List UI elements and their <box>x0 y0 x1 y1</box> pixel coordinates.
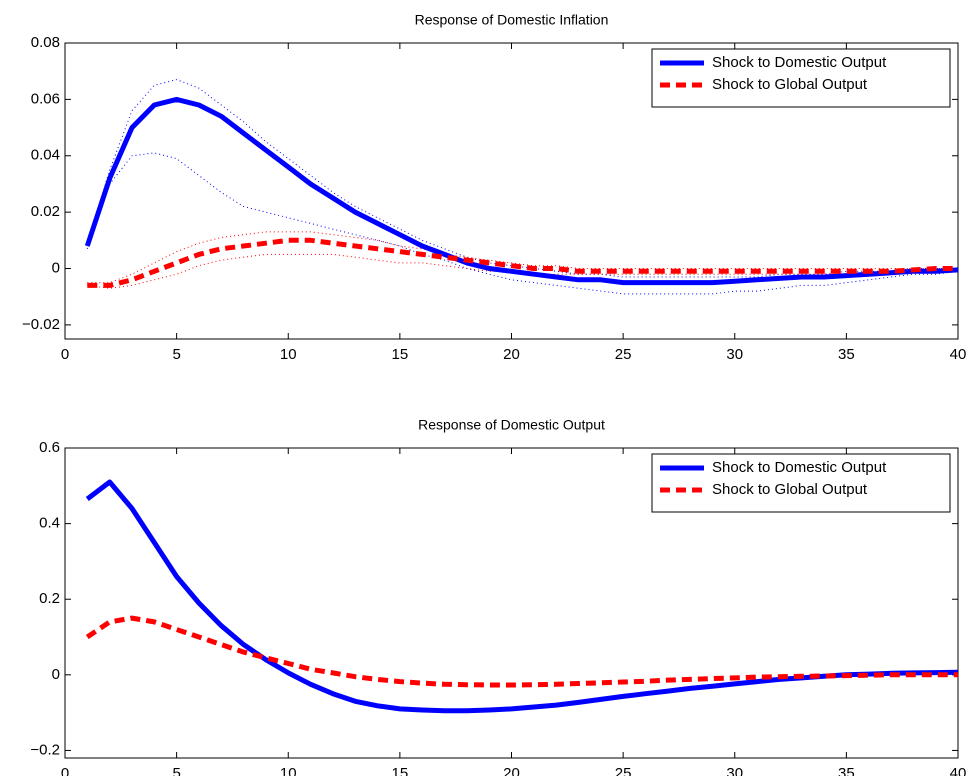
x-tick-label: 25 <box>615 765 632 776</box>
x-tick-label: 40 <box>950 765 967 776</box>
y-tick-label: 0.08 <box>31 34 60 51</box>
x-tick-label: 40 <box>950 346 967 363</box>
x-tick-label: 10 <box>280 346 297 363</box>
x-tick-label: 30 <box>726 765 743 776</box>
x-tick-label: 0 <box>61 765 69 776</box>
x-tick-label: 15 <box>392 346 409 363</box>
x-tick-label: 20 <box>503 765 520 776</box>
legend-label: Shock to Domestic Output <box>712 54 887 71</box>
x-tick-label: 0 <box>61 346 69 363</box>
legend-box <box>651 48 951 108</box>
y-tick-label: −0.2 <box>30 741 60 758</box>
y-tick-label: −0.02 <box>22 316 60 333</box>
y-tick-label: 0.6 <box>39 439 60 456</box>
y-tick-label: 0.06 <box>31 90 60 107</box>
x-tick-label: 5 <box>172 346 180 363</box>
x-tick-label: 30 <box>726 346 743 363</box>
x-tick-label: 35 <box>838 346 855 363</box>
legend-label: Shock to Global Output <box>712 481 868 498</box>
chart-title: Response of Domestic Output <box>418 417 605 433</box>
series-line <box>85 615 958 688</box>
y-tick-label: 0 <box>52 259 60 276</box>
x-tick-label: 15 <box>392 765 409 776</box>
x-tick-label: 25 <box>615 346 632 363</box>
x-tick-label: 20 <box>503 346 520 363</box>
x-tick-label: 35 <box>838 765 855 776</box>
legend-box <box>651 453 951 513</box>
x-tick-label: 10 <box>280 765 297 776</box>
series-line <box>84 96 959 286</box>
legend-label: Shock to Global Output <box>712 76 868 93</box>
legend-label: Shock to Domestic Output <box>712 459 887 476</box>
y-tick-label: 0 <box>52 666 60 683</box>
series-line <box>87 237 958 288</box>
y-tick-label: 0.4 <box>39 515 60 532</box>
y-tick-label: 0.04 <box>31 147 60 164</box>
y-tick-label: 0.2 <box>39 590 60 607</box>
x-tick-label: 5 <box>172 765 180 776</box>
chart-title: Response of Domestic Inflation <box>415 12 609 28</box>
confidence-band <box>86 79 958 278</box>
y-tick-label: 0.02 <box>31 203 60 220</box>
